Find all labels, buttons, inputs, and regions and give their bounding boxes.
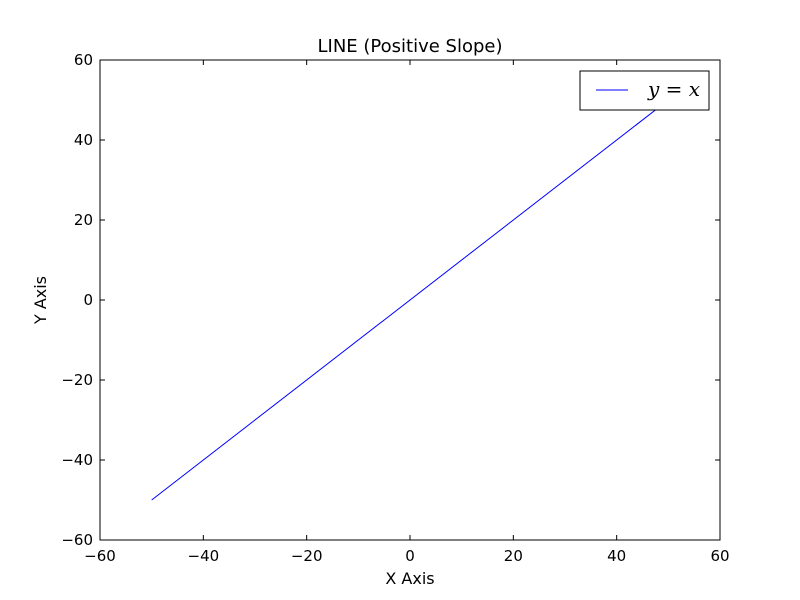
- series-group: [151, 99, 669, 501]
- x-tick-label: −40: [188, 547, 220, 565]
- plot-frame: [99, 59, 721, 541]
- y-tick-label: 40: [74, 131, 93, 149]
- y-tick-label: −20: [61, 371, 93, 389]
- y-tick-label: 60: [74, 51, 93, 69]
- x-axis-title: X Axis: [385, 569, 434, 588]
- legend-label: y = x: [647, 77, 700, 101]
- x-tick-label: 60: [710, 547, 729, 565]
- axis-tick-labels: −60 −40 −20 0 20 40 60 −60 −40 −20 0 20 40 60: [61, 51, 729, 565]
- legend: y = x: [579, 70, 710, 111]
- y-tick-label: 0: [83, 291, 93, 309]
- x-tick-label: −60: [84, 547, 116, 565]
- x-tick-label: 0: [405, 547, 415, 565]
- x-tick-label: 20: [504, 547, 523, 565]
- y-tick-label: 20: [74, 211, 93, 229]
- axis-ticks: [99, 59, 721, 541]
- y-tick-label: −40: [61, 451, 93, 469]
- x-tick-label: −20: [291, 547, 323, 565]
- series-line: [151, 99, 669, 501]
- x-tick-label: 40: [607, 547, 626, 565]
- chart-title: LINE (Positive Slope): [318, 36, 503, 57]
- y-axis-title: Y Axis: [31, 276, 50, 325]
- y-tick-label: −60: [61, 531, 93, 549]
